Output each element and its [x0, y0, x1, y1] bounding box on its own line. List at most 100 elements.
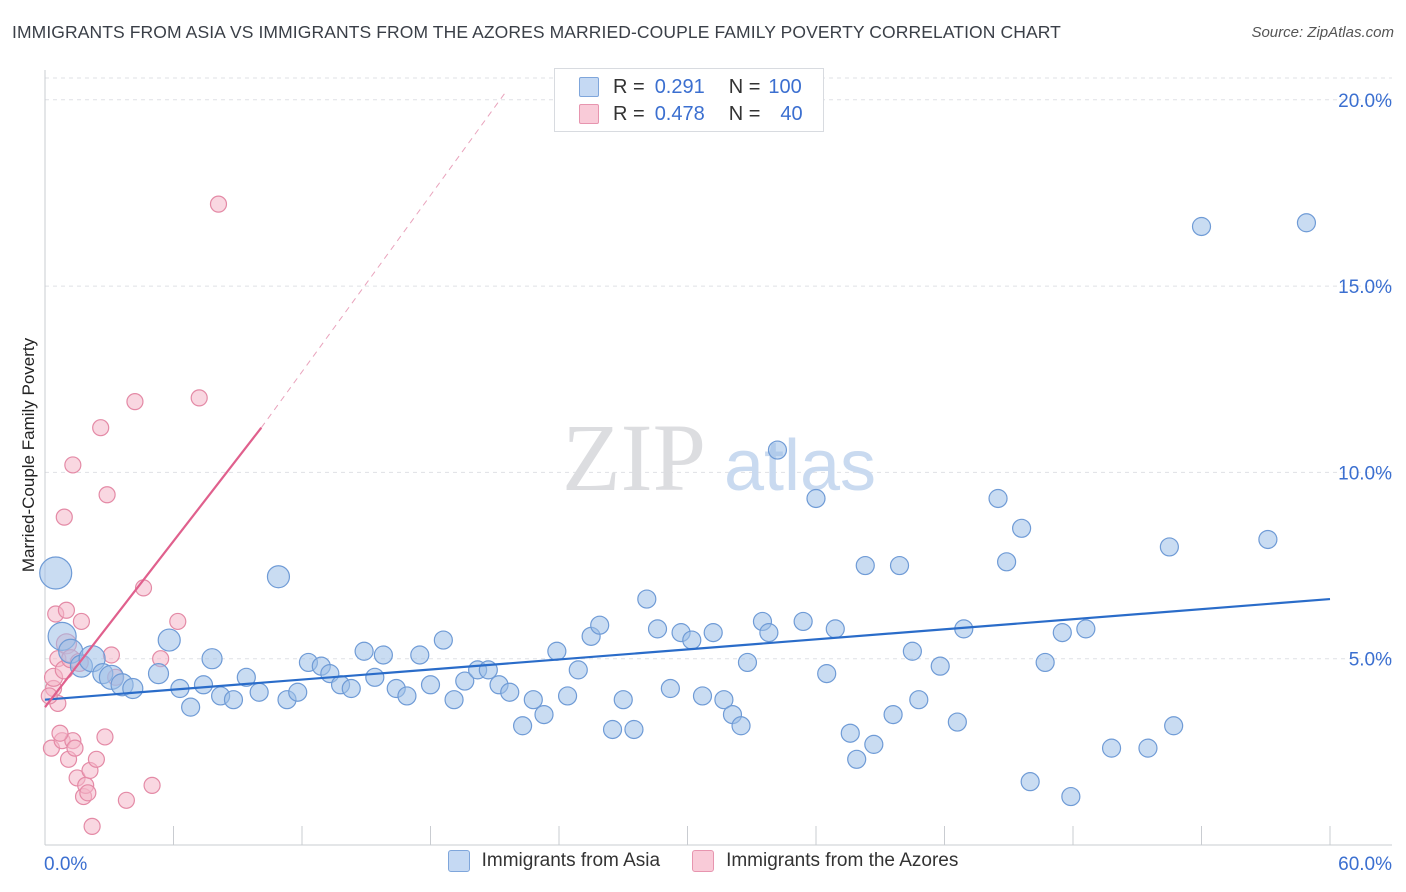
asia-point: [889, 555, 910, 576]
azores-point: [117, 791, 135, 809]
asia-point: [1258, 529, 1278, 550]
legend-item-asia: Immigrants from Asia: [447, 850, 660, 872]
azores-point: [96, 728, 114, 746]
asia-point: [613, 690, 633, 710]
asia-point: [840, 723, 860, 743]
asia-point: [864, 734, 884, 754]
asia-point: [1020, 772, 1040, 792]
asia-point: [39, 556, 73, 590]
asia-point: [1011, 518, 1032, 538]
asia-point: [181, 697, 201, 717]
chart-title: IMMIGRANTS FROM ASIA VS IMMIGRANTS FROM …: [12, 22, 1061, 42]
asia-point: [410, 645, 430, 665]
source-label: Source: ZipAtlas.com: [1251, 24, 1394, 41]
asia-point: [147, 663, 170, 685]
y-tick-label: 10.0%: [1338, 463, 1392, 484]
asia-point: [902, 641, 922, 661]
trend-lines: [44, 92, 1331, 708]
legend-item-azores: Immigrants from the Azores: [692, 850, 958, 872]
asia-point: [682, 630, 702, 650]
asia-point: [1052, 623, 1072, 643]
asia-point: [193, 675, 214, 695]
azores-point: [143, 776, 161, 794]
y-tick-label: 20.0%: [1338, 91, 1392, 112]
azores-point: [87, 750, 106, 768]
legend-swatch-azores: [692, 850, 715, 872]
azores-point: [190, 389, 208, 407]
asia-point: [365, 667, 385, 687]
asia-point: [947, 712, 967, 732]
asia-point: [759, 623, 779, 643]
asia-point: [590, 615, 610, 635]
r-value: 0.478: [654, 102, 705, 125]
azores-point: [98, 486, 116, 504]
stats-row-azores: R = 0.478 N = 40: [579, 102, 803, 126]
azores-point: [92, 419, 110, 437]
asia-point: [1076, 619, 1096, 639]
tick-labels: 5.0% 10.0% 15.0% 20.0% 0.0% 60.0%: [44, 91, 1392, 875]
asia-point: [988, 488, 1008, 509]
series-legend: Immigrants from Asia Immigrants from the…: [0, 850, 1406, 872]
asia-point: [1164, 716, 1184, 736]
asia-point: [420, 675, 441, 695]
asia-point: [122, 677, 144, 700]
asia-point: [397, 686, 417, 706]
n-label: N =: [728, 75, 761, 98]
azores-point: [126, 393, 144, 411]
asia-point: [444, 690, 464, 710]
asia-point: [847, 749, 867, 769]
asia-point: [731, 716, 751, 736]
asia-point: [455, 671, 475, 691]
azores-point: [72, 612, 91, 631]
azores-point: [57, 601, 76, 619]
n-label: N =: [728, 102, 761, 125]
asia-point: [249, 682, 269, 702]
azores-point: [55, 508, 73, 526]
r-label: R =: [613, 75, 645, 98]
asia-point: [703, 623, 723, 643]
azores-point: [83, 817, 101, 835]
series-azores-points: [40, 195, 228, 835]
asia-point: [806, 488, 826, 509]
asia-point: [433, 630, 453, 650]
azores-point: [66, 739, 84, 757]
watermark-zip: ZIP: [562, 404, 706, 511]
asia-point: [909, 690, 929, 710]
asia-point: [1101, 738, 1122, 758]
asia-point: [288, 682, 308, 702]
asia-point: [855, 555, 875, 576]
asia-point: [523, 690, 543, 710]
asia-point: [660, 678, 680, 699]
asia-point: [201, 648, 223, 670]
watermark-atlas: atlas: [724, 426, 876, 506]
n-value: 40: [780, 102, 803, 125]
asia-point: [568, 660, 588, 680]
asia-point: [997, 552, 1017, 572]
asia-point: [1296, 213, 1317, 233]
asia-point: [236, 667, 256, 687]
azores-trend-extension: [260, 92, 506, 428]
asia-point: [547, 641, 567, 661]
legend-swatch-asia: [447, 850, 470, 872]
asia-point: [1191, 216, 1212, 237]
asia-point: [930, 656, 950, 676]
asia-point: [714, 690, 734, 710]
asia-point: [793, 611, 813, 632]
azores-point: [79, 784, 97, 802]
asia-point: [1159, 537, 1179, 557]
asia-point: [1061, 786, 1081, 807]
asia-point: [817, 664, 837, 684]
asia-point: [737, 652, 758, 673]
asia-point: [825, 619, 845, 639]
axes: [44, 70, 1392, 846]
asia-trend-line: [44, 597, 1331, 701]
asia-point: [1035, 652, 1055, 673]
grid-lines: [45, 77, 1392, 660]
stats-row-asia: R = 0.291 N = 100: [579, 75, 802, 99]
r-label: R =: [613, 102, 645, 125]
y-tick-label: 5.0%: [1349, 650, 1392, 671]
asia-point: [341, 678, 361, 699]
asia-point: [373, 645, 393, 665]
series-asia-points: [39, 213, 1317, 807]
azores-point: [209, 195, 228, 213]
